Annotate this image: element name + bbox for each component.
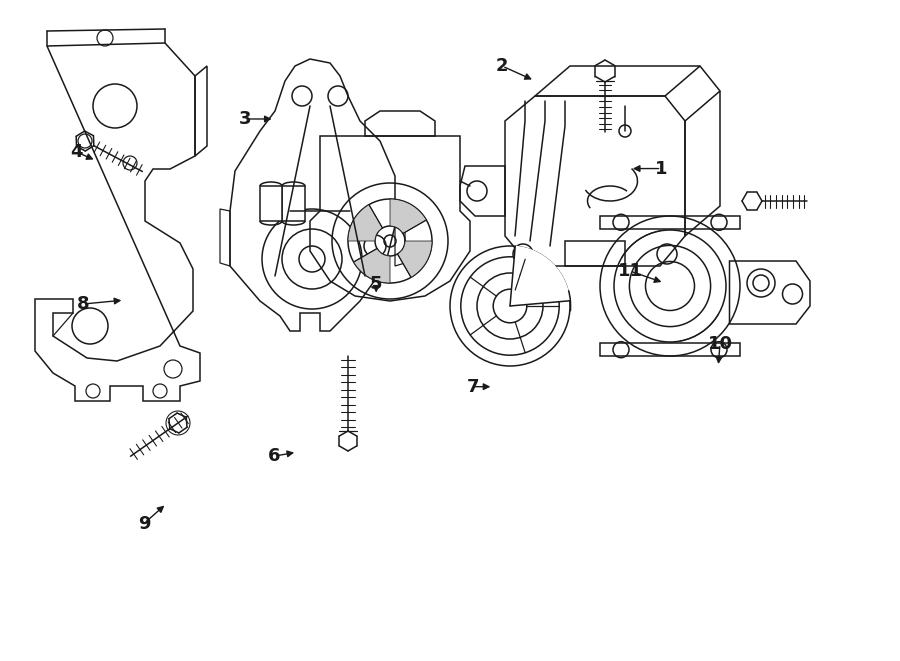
Wedge shape [390,199,427,233]
Text: 3: 3 [238,110,251,128]
Wedge shape [348,205,382,241]
Text: 1: 1 [655,159,668,178]
Wedge shape [398,241,432,278]
Polygon shape [282,186,305,221]
Text: 4: 4 [70,143,83,161]
Text: 7: 7 [466,377,479,396]
Text: 10: 10 [707,334,733,353]
Polygon shape [260,186,282,221]
Wedge shape [510,246,571,306]
Text: 8: 8 [76,295,89,313]
Text: 9: 9 [138,514,150,533]
Text: 5: 5 [370,275,382,293]
Wedge shape [354,249,390,283]
Text: 6: 6 [268,447,281,465]
Text: 2: 2 [496,57,508,75]
Text: 11: 11 [617,262,643,280]
